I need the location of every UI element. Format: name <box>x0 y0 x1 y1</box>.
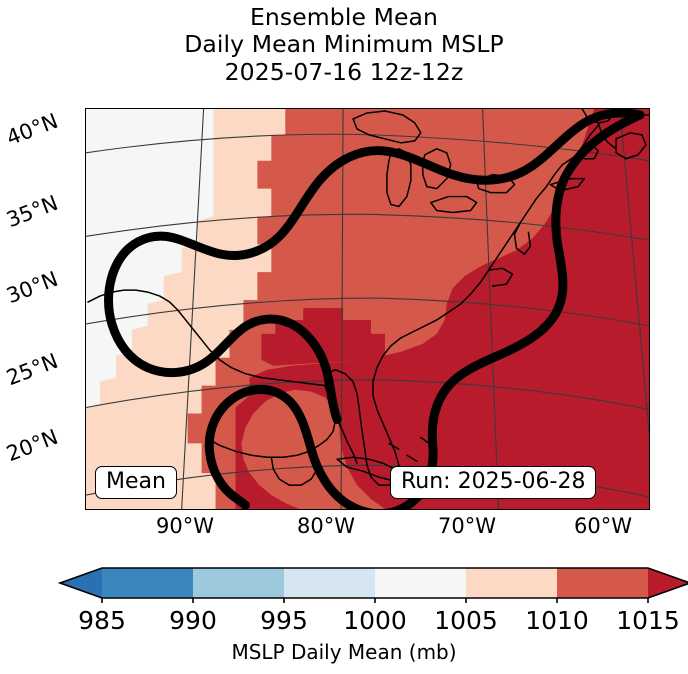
map-panel[interactable] <box>85 108 650 510</box>
figure-title: Ensemble Mean Daily Mean Minimum MSLP 20… <box>0 3 688 86</box>
fill-band-over-1015 <box>235 109 649 509</box>
fill-band-over-1015-atlantic <box>554 258 649 509</box>
cbar-tick-1005: 1005 <box>434 606 498 635</box>
colorbar-band-2 <box>284 568 376 598</box>
cbar-tick-1010: 1010 <box>525 606 589 635</box>
lon-tick-90W: 90°W <box>156 514 214 538</box>
lat-tick-35N: 35°N <box>3 190 62 233</box>
lat-tick-40N: 40°N <box>3 108 62 151</box>
colorbar-tick-labels: 985 990 995 1000 1005 1010 1015 <box>0 606 688 640</box>
colorbar-title: MSLP Daily Mean (mb) <box>231 640 457 664</box>
lon-tick-80W: 80°W <box>297 514 355 538</box>
colorbar-band-0 <box>102 568 194 598</box>
colorbar-band-3 <box>375 568 467 598</box>
colorbar-extend-under <box>60 568 102 598</box>
map-canvas <box>86 109 649 509</box>
colorbar-band-1 <box>193 568 285 598</box>
colorbar-band-5 <box>557 568 649 598</box>
contour-1015mb <box>104 109 645 509</box>
cbar-tick-995: 995 <box>260 606 308 635</box>
title-line-3: 2025-07-16 12z-12z <box>224 57 464 86</box>
colorbar[interactable]: 985 990 995 1000 1005 1010 1015 MSLP Dai… <box>0 560 688 674</box>
cbar-tick-1000: 1000 <box>343 606 407 635</box>
lat-tick-30N: 30°N <box>3 266 62 309</box>
lat-tick-25N: 25°N <box>3 348 62 391</box>
colorbar-swatches <box>57 567 688 603</box>
lon-tick-70W: 70°W <box>438 514 496 538</box>
lon-tick-60W: 60°W <box>574 514 632 538</box>
title-line-1: Ensemble Mean <box>249 3 439 31</box>
colorbar-extend-over <box>648 568 688 598</box>
cbar-tick-990: 990 <box>169 606 217 635</box>
graticule-gridlines <box>86 109 649 509</box>
cbar-tick-1015: 1015 <box>616 606 680 635</box>
mean-label-box: Mean <box>95 466 177 500</box>
run-date-box: Run: 2025-06-28 <box>390 466 597 500</box>
colorbar-band-4 <box>466 568 558 598</box>
lat-tick-20N: 20°N <box>3 424 62 467</box>
title-line-2: Daily Mean Minimum MSLP <box>184 30 504 59</box>
cbar-tick-985: 985 <box>78 606 126 635</box>
